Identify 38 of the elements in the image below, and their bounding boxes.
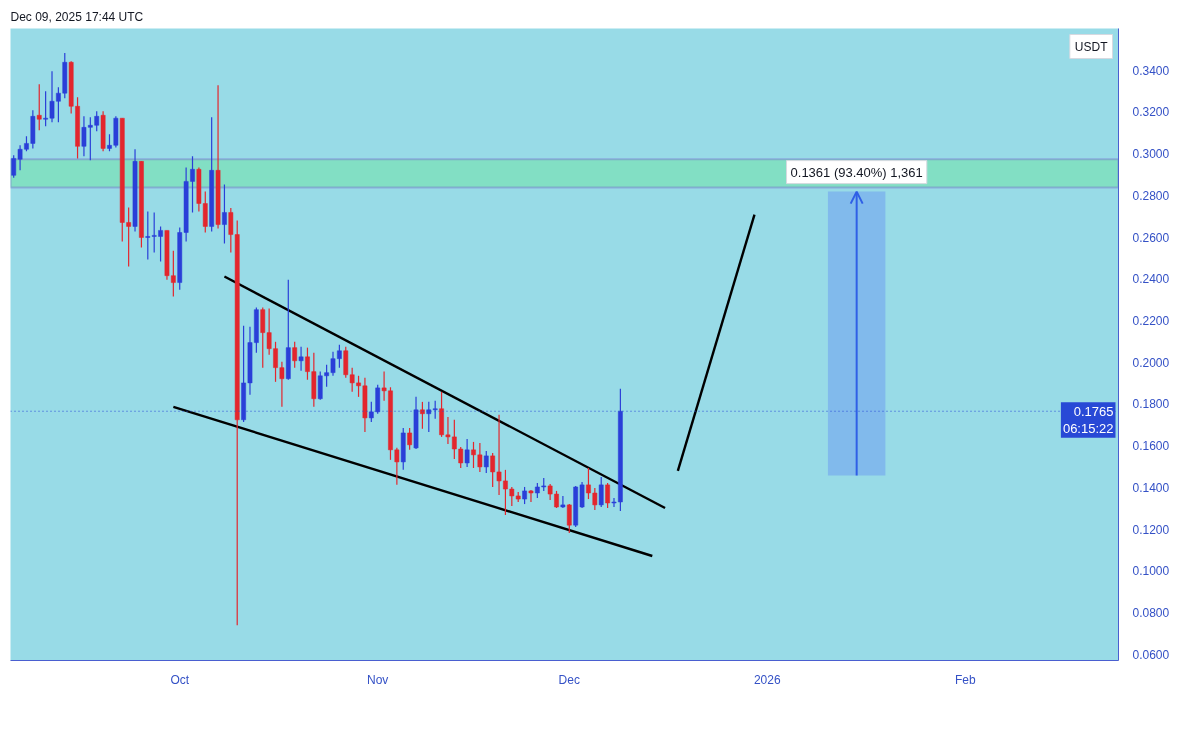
candlestick [407,427,412,451]
y-tick-label: 0.1600 [1132,439,1170,454]
y-tick-label: 0.2400 [1132,272,1170,287]
annotation: 0.1361 (93.40%) 1,361 [790,164,923,180]
y-tick-label: 0.2600 [1132,230,1170,245]
x-tick-label: Dec [558,672,580,687]
candlestick [483,450,489,474]
y-tick-label: 0.3200 [1132,105,1170,120]
x-tick-label: Oct [170,672,190,687]
candlestick [605,482,610,509]
y-tick-label: 0.3400 [1132,63,1170,78]
chart-title: Dec 09, 2025 17:44 UTC [10,9,144,24]
candlestick [292,341,298,369]
candlestick [43,90,48,127]
y-tick-label: 0.0800 [1132,606,1170,621]
candlestick [464,438,470,468]
y-axis-title: USDT [1074,39,1109,54]
y-tick-label: 0.2800 [1132,188,1170,203]
candlestick [36,83,42,131]
y-tick-label: 0.2200 [1132,314,1170,329]
x-tick-label: 2026 [753,672,781,687]
x-tick-label: Feb [954,672,976,687]
candlestick [222,183,227,245]
candlestick [298,346,304,372]
y-tick-label: 0.3000 [1132,147,1170,162]
y-tick-label: 0.0600 [1132,647,1170,662]
candlestick [598,476,604,508]
candlestick [566,503,572,534]
candlestick [560,495,566,509]
y-tick-label: 0.1000 [1132,564,1170,579]
y-tick-label: 0.1800 [1132,397,1170,412]
x-tick-label: Nov [367,672,389,687]
y-tick-label: 0.1200 [1132,522,1170,537]
candlestick [420,401,425,430]
y-tick-label: 0.1400 [1132,480,1170,495]
candlestick [528,489,534,503]
ref-line-label: 0.1765 06:15:22 [1062,404,1114,436]
y-tick-label: 0.2000 [1132,355,1170,370]
